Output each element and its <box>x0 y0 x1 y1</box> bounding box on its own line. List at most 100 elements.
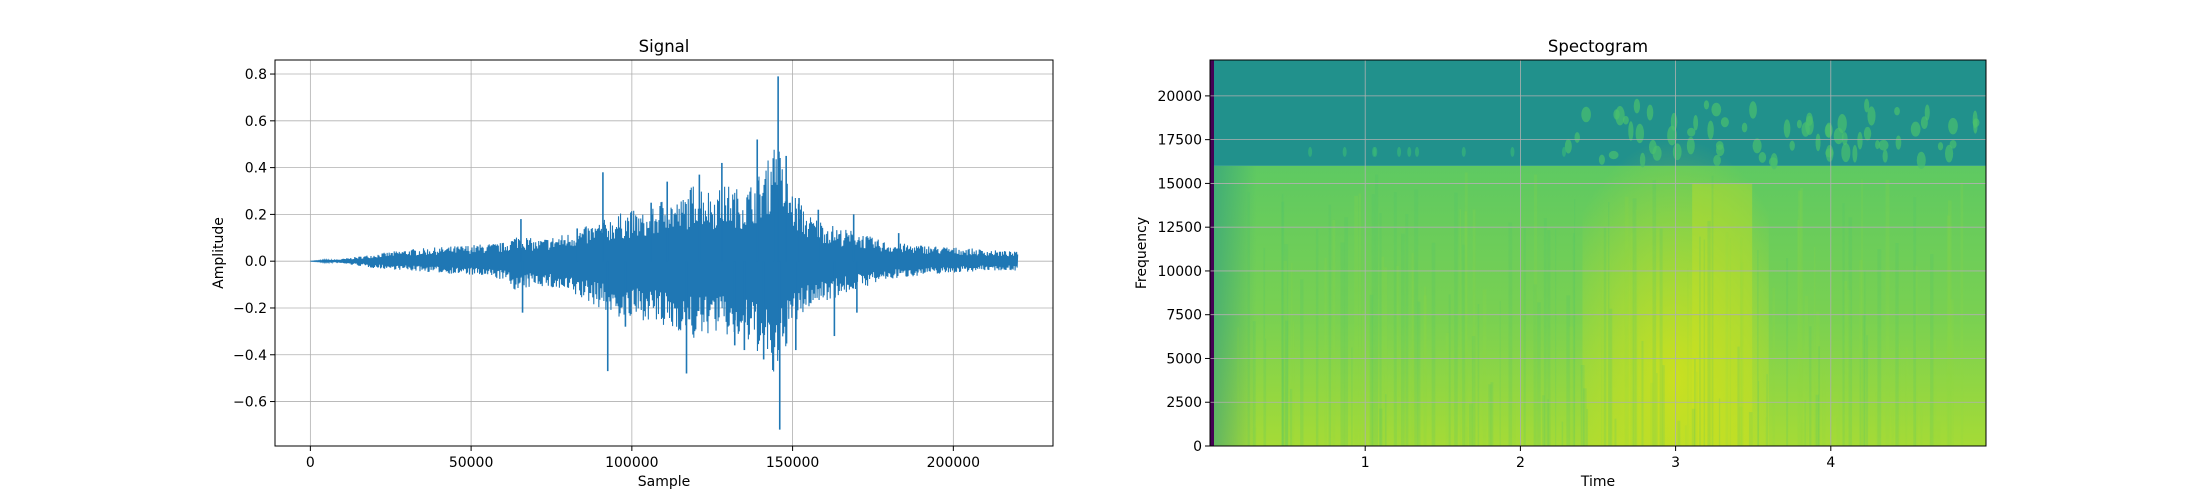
spectrogram-streak <box>1395 265 1399 446</box>
signal-title: Signal <box>639 37 690 56</box>
spectrogram-blob <box>1768 157 1778 167</box>
spectrogram-y-tick-label: 10000 <box>1157 264 1202 280</box>
spectrogram-streak <box>1609 259 1612 446</box>
spectrogram-streak <box>1885 179 1890 446</box>
spectrogram-streak <box>1624 196 1629 446</box>
spectrogram-streak <box>1862 314 1866 446</box>
spectrogram-blob <box>1758 151 1767 163</box>
spectrogram-streak <box>1477 304 1480 446</box>
spectrogram-y-tick-label: 0 <box>1193 439 1202 455</box>
spectrogram-streak <box>1265 338 1267 446</box>
spectrogram-blob <box>1562 146 1567 157</box>
spectrogram-blob <box>1713 154 1721 167</box>
spectrogram-chart: Spectogram 1 2 3 4 0 2500 5000 7500 10000 12500 1… <box>1134 37 1987 490</box>
spectrogram-blob <box>1686 137 1695 155</box>
spectrogram-streak <box>1459 208 1462 446</box>
signal-waveform <box>310 149 1019 372</box>
spectrogram-streak <box>1332 219 1336 446</box>
spectrogram-streak <box>1838 391 1840 446</box>
spectrogram-streak <box>1582 388 1587 446</box>
spectrogram-x-tick-label: 4 <box>1826 455 1835 471</box>
spectrogram-streak <box>1454 192 1458 446</box>
spectrogram-streak <box>1662 365 1665 446</box>
spectrogram-blob <box>1895 135 1902 150</box>
spectrogram-blob <box>1949 140 1957 149</box>
spectrogram-y-tick-label: 17500 <box>1157 133 1202 149</box>
spectrogram-streak <box>1687 267 1689 446</box>
spectrogram-streak <box>1635 209 1638 446</box>
spectrogram-streak <box>1804 296 1809 446</box>
spectrogram-blob <box>1910 121 1921 137</box>
spectrogram-blob <box>1628 121 1634 141</box>
spectrogram-streak <box>1933 339 1937 446</box>
spectrogram-streak <box>1371 194 1375 446</box>
spectrogram-streak <box>1369 294 1374 446</box>
spectrogram-blob <box>1693 115 1699 131</box>
spectrogram-streak <box>1739 406 1743 446</box>
spectrogram-streak <box>1488 384 1492 446</box>
spectrogram-blob <box>1789 140 1795 151</box>
spectrogram-streak <box>1340 242 1345 446</box>
spectrogram-streak <box>1914 265 1918 446</box>
spectrogram-streak <box>1548 390 1551 446</box>
spectrogram-blob <box>1574 132 1580 143</box>
spectrogram-streak <box>1798 190 1802 446</box>
spectrogram-streak <box>1650 382 1654 446</box>
spectrogram-streak <box>1607 202 1610 446</box>
spectrogram-streak <box>1490 382 1494 446</box>
spectrogram-streak <box>1401 233 1405 446</box>
spectrogram-streak <box>1543 217 1547 446</box>
spectrogram-streak <box>1707 220 1711 446</box>
spectrogram-blob <box>1613 109 1620 120</box>
spectrogram-streak <box>1542 395 1545 446</box>
spectrogram-x-tick-label: 1 <box>1361 455 1370 471</box>
spectrogram-streak <box>1725 232 1729 446</box>
spectrogram-streak <box>1866 335 1869 446</box>
spectrogram-blob <box>1815 133 1821 152</box>
spectrogram-blob <box>1741 122 1748 133</box>
spectrogram-streak <box>1547 230 1551 446</box>
spectrogram-blob <box>1875 139 1880 150</box>
spectrogram-streak <box>1950 299 1954 446</box>
spectrogram-blob <box>1864 98 1870 113</box>
spectrogram-streak <box>1801 422 1805 446</box>
spectrogram-streak <box>1574 199 1576 446</box>
spectrogram-blob <box>1397 146 1402 157</box>
spectrogram-streak <box>1379 408 1383 446</box>
spectrogram-image <box>1210 60 1986 446</box>
spectrogram-streak <box>1462 244 1466 446</box>
spectrogram-blob <box>1703 100 1710 110</box>
signal-y-tick-label: 0.6 <box>245 114 267 130</box>
spectrogram-blob <box>1749 101 1757 119</box>
spectrogram-streak <box>1405 213 1409 446</box>
spectrogram-blob <box>1894 106 1900 116</box>
signal-x-tick-label: 200000 <box>927 455 980 471</box>
spectrogram-streak <box>1960 182 1964 446</box>
spectrogram-streak <box>1913 197 1917 446</box>
spectrogram-streak <box>1508 222 1513 446</box>
spectrogram-streak <box>1740 262 1744 446</box>
spectrogram-y-tick-label: 20000 <box>1157 89 1202 105</box>
spectrogram-streak <box>1586 409 1589 446</box>
spectrogram-streak <box>1464 172 1468 446</box>
spectrogram-streak <box>1816 311 1820 446</box>
spectrogram-streak <box>1408 376 1412 446</box>
spectrogram-streak <box>1699 236 1701 446</box>
spectrogram-y-tick-label: 5000 <box>1166 351 1202 367</box>
spectrogram-streak <box>1948 200 1952 446</box>
spectrogram-streak <box>1399 349 1402 446</box>
spectrogram-y-tick-label: 7500 <box>1166 308 1202 324</box>
spectrogram-streak <box>1947 380 1950 446</box>
signal-x-tick-label: 0 <box>306 455 315 471</box>
spectrogram-streak <box>1815 394 1820 446</box>
spectrogram-streak <box>1472 209 1476 446</box>
spectrogram-axes-frame <box>1209 59 1987 447</box>
spectrogram-streak <box>1291 263 1293 446</box>
spectrogram-blob <box>1796 119 1802 129</box>
spectrogram-streak <box>1842 203 1845 446</box>
spectrogram-x-label: Time <box>1580 474 1615 490</box>
spectrogram-streak <box>1383 267 1388 446</box>
spectrogram-blob <box>1715 141 1724 150</box>
spectrogram-streak <box>1757 250 1759 446</box>
